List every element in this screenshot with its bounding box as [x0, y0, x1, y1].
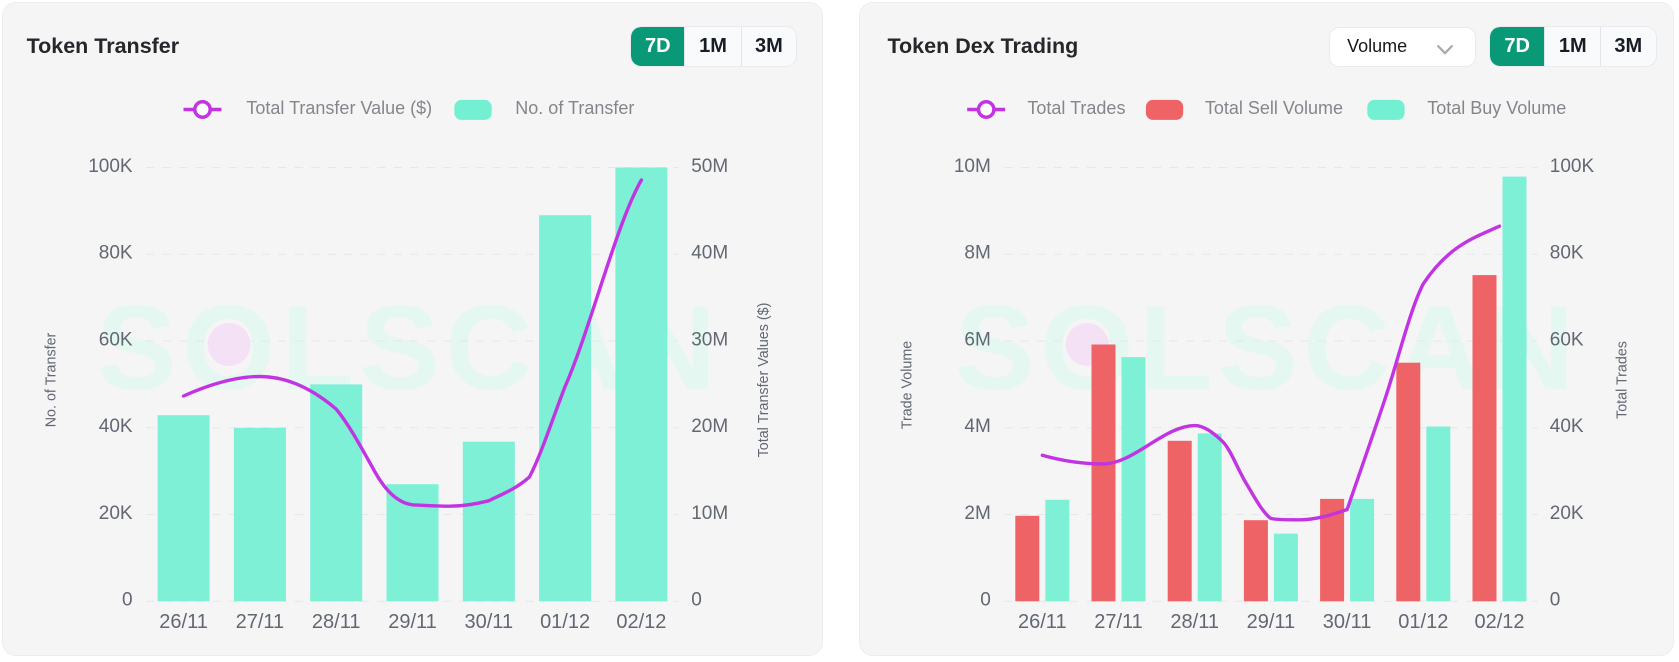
svg-text:60K: 60K — [99, 329, 133, 350]
svg-text:80K: 80K — [1550, 243, 1584, 264]
svg-text:SOLSCAN: SOLSCAN — [955, 281, 1580, 415]
svg-text:26/11: 26/11 — [159, 611, 208, 633]
svg-text:4M: 4M — [964, 416, 990, 437]
svg-text:30/11: 30/11 — [1323, 611, 1372, 633]
svg-text:60K: 60K — [1550, 329, 1584, 350]
svg-text:Trade Volume: Trade Volume — [900, 341, 916, 430]
svg-text:29/11: 29/11 — [1247, 611, 1296, 633]
svg-text:Total Transfer Value ($): Total Transfer Value ($) — [246, 98, 432, 118]
svg-text:80K: 80K — [99, 243, 133, 264]
svg-text:Total Sell Volume: Total Sell Volume — [1205, 98, 1343, 118]
svg-text:No. of Transfer: No. of Transfer — [44, 332, 60, 427]
svg-text:40K: 40K — [99, 416, 133, 437]
svg-text:10M: 10M — [691, 503, 728, 524]
svg-text:27/11: 27/11 — [236, 611, 285, 633]
svg-text:SOLSCAN: SOLSCAN — [97, 281, 722, 415]
svg-text:Total Trades: Total Trades — [1027, 98, 1125, 118]
svg-text:01/12: 01/12 — [1398, 611, 1448, 633]
svg-text:40M: 40M — [691, 243, 728, 264]
svg-text:100K: 100K — [88, 156, 133, 177]
svg-text:Total Transfer Values ($): Total Transfer Values ($) — [756, 303, 772, 458]
svg-text:No. of Transfer: No. of Transfer — [515, 98, 634, 118]
svg-text:02/12: 02/12 — [616, 611, 666, 633]
svg-text:0: 0 — [980, 590, 991, 611]
svg-text:50M: 50M — [691, 156, 728, 177]
svg-text:29/11: 29/11 — [388, 611, 437, 633]
svg-text:8M: 8M — [964, 243, 990, 264]
svg-text:30/11: 30/11 — [465, 611, 514, 633]
svg-text:28/11: 28/11 — [1170, 611, 1219, 633]
svg-text:30M: 30M — [691, 329, 728, 350]
svg-text:27/11: 27/11 — [1094, 611, 1143, 633]
svg-text:6M: 6M — [964, 329, 990, 350]
svg-text:Total Buy Volume: Total Buy Volume — [1427, 98, 1566, 118]
svg-text:10M: 10M — [954, 156, 991, 177]
svg-text:Total Trades: Total Trades — [1615, 341, 1631, 419]
svg-text:100K: 100K — [1550, 156, 1595, 177]
svg-text:02/12: 02/12 — [1474, 611, 1524, 633]
svg-text:20M: 20M — [691, 416, 728, 437]
svg-text:0: 0 — [691, 590, 702, 611]
svg-text:28/11: 28/11 — [312, 611, 361, 633]
svg-text:0: 0 — [122, 590, 133, 611]
svg-text:20K: 20K — [1550, 503, 1584, 524]
svg-text:20K: 20K — [99, 503, 133, 524]
svg-text:0: 0 — [1550, 590, 1561, 611]
svg-text:01/12: 01/12 — [540, 611, 590, 633]
svg-text:40K: 40K — [1550, 416, 1584, 437]
svg-text:2M: 2M — [964, 503, 990, 524]
svg-text:26/11: 26/11 — [1018, 611, 1067, 633]
